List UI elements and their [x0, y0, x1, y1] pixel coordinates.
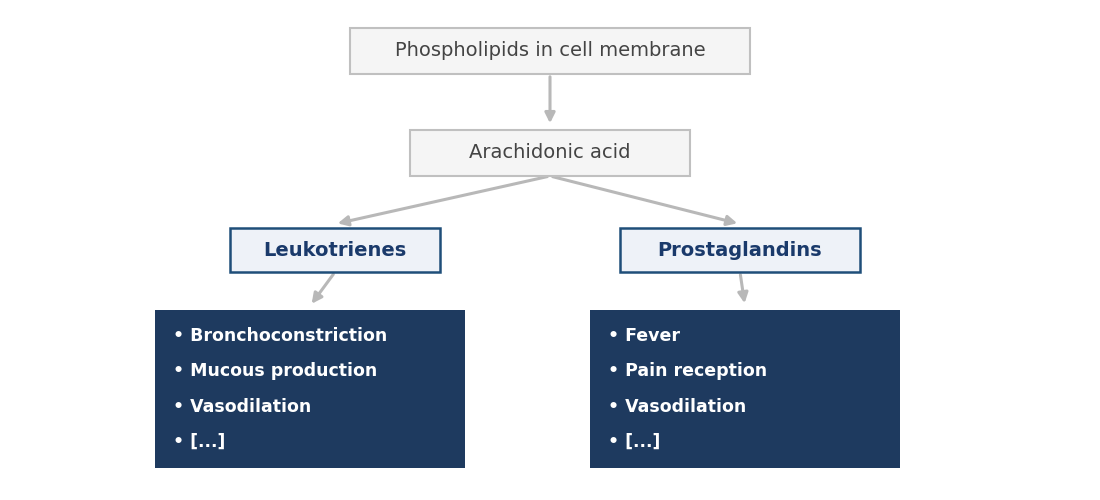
Bar [350, 28, 750, 74]
Text: • Vasodilation: • Vasodilation [173, 398, 311, 415]
Text: • Fever: • Fever [608, 328, 680, 345]
Text: Phospholipids in cell membrane: Phospholipids in cell membrane [395, 42, 705, 60]
Bar [230, 228, 440, 272]
Text: Arachidonic acid: Arachidonic acid [470, 144, 630, 163]
Text: • [...]: • [...] [608, 432, 660, 450]
Text: Leukotrienes: Leukotrienes [263, 240, 407, 260]
Bar [410, 130, 690, 176]
Text: • Vasodilation: • Vasodilation [608, 398, 746, 415]
Text: • [...]: • [...] [173, 432, 225, 450]
Text: • Pain reception: • Pain reception [608, 362, 767, 380]
Bar [620, 228, 860, 272]
Bar [155, 310, 465, 468]
Bar [590, 310, 900, 468]
Text: • Mucous production: • Mucous production [173, 362, 377, 380]
Text: Prostaglandins: Prostaglandins [658, 240, 823, 260]
Text: • Bronchoconstriction: • Bronchoconstriction [173, 328, 387, 345]
